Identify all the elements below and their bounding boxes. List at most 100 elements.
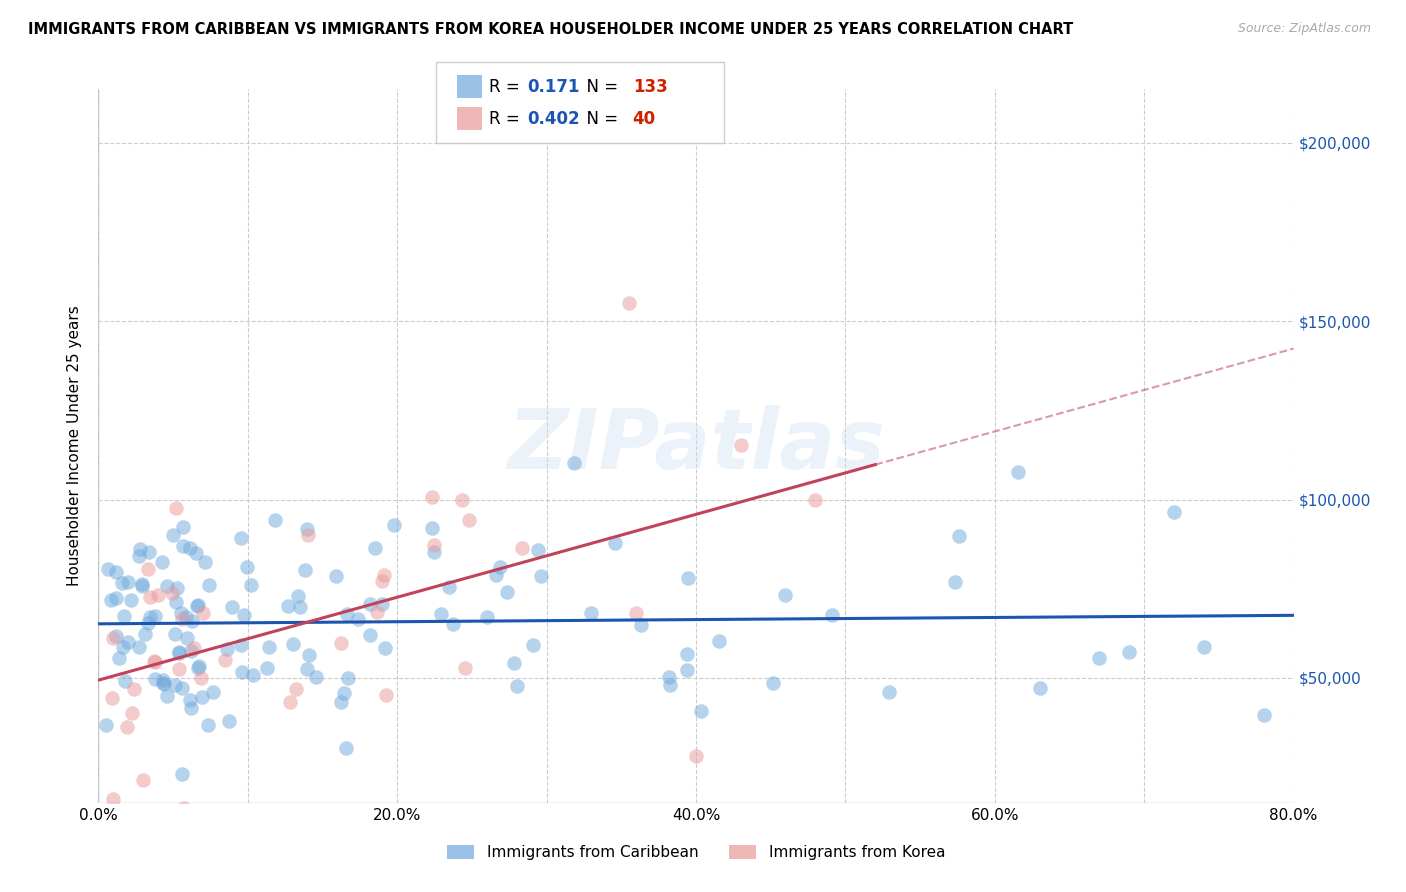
- Point: [359, 628, 381, 642]
- Point: [330, 695, 353, 709]
- Point: [821, 608, 844, 623]
- Point: [458, 513, 481, 527]
- Point: [180, 701, 202, 715]
- Point: [167, 645, 190, 659]
- Point: [186, 599, 208, 613]
- Text: 0.402: 0.402: [527, 110, 579, 128]
- Point: [330, 636, 353, 650]
- Point: [103, 631, 125, 645]
- Point: [163, 678, 186, 692]
- Point: [156, 689, 179, 703]
- Point: [165, 595, 187, 609]
- Point: [335, 740, 357, 755]
- Point: [180, 644, 202, 658]
- Point: [522, 639, 544, 653]
- Point: [104, 566, 127, 580]
- Point: [187, 598, 209, 612]
- Point: [165, 627, 187, 641]
- Point: [148, 588, 170, 602]
- Point: [297, 528, 319, 542]
- Point: [685, 749, 707, 764]
- Point: [214, 653, 236, 667]
- Point: [201, 684, 224, 698]
- Point: [730, 438, 752, 452]
- Text: N =: N =: [576, 110, 624, 128]
- Point: [626, 606, 648, 620]
- Point: [366, 605, 388, 619]
- Point: [676, 647, 699, 661]
- Point: [101, 691, 124, 706]
- Legend: Immigrants from Caribbean, Immigrants from Korea: Immigrants from Caribbean, Immigrants fr…: [441, 839, 950, 866]
- Point: [676, 663, 699, 677]
- Text: R =: R =: [489, 78, 526, 95]
- Point: [105, 591, 128, 606]
- Point: [194, 556, 217, 570]
- Point: [128, 541, 150, 556]
- Point: [134, 626, 156, 640]
- Point: [1253, 707, 1275, 722]
- Point: [139, 591, 162, 605]
- Point: [143, 609, 166, 624]
- Point: [373, 567, 395, 582]
- Point: [174, 610, 197, 624]
- Text: Source: ZipAtlas.com: Source: ZipAtlas.com: [1237, 22, 1371, 36]
- Point: [197, 578, 219, 592]
- Point: [371, 574, 394, 589]
- Point: [335, 607, 357, 622]
- Point: [236, 559, 259, 574]
- Point: [187, 659, 209, 673]
- Point: [333, 685, 356, 699]
- Point: [172, 520, 194, 534]
- Text: 0.171: 0.171: [527, 78, 579, 95]
- Point: [617, 296, 640, 310]
- Point: [879, 685, 901, 699]
- Point: [176, 632, 198, 646]
- Point: [562, 456, 585, 470]
- Point: [167, 662, 190, 676]
- Point: [138, 562, 160, 576]
- Point: [443, 617, 465, 632]
- Point: [145, 673, 167, 687]
- Point: [179, 693, 201, 707]
- Point: [423, 544, 446, 558]
- Point: [423, 538, 446, 552]
- Point: [229, 638, 252, 652]
- Point: [420, 521, 443, 535]
- Point: [229, 531, 252, 545]
- Point: [187, 661, 209, 675]
- Point: [512, 541, 534, 555]
- Point: [170, 766, 193, 780]
- Point: [294, 563, 316, 577]
- Point: [138, 545, 160, 559]
- Point: [804, 492, 827, 507]
- Point: [217, 642, 239, 657]
- Point: [112, 609, 135, 624]
- Point: [128, 640, 150, 654]
- Point: [232, 607, 254, 622]
- Point: [505, 679, 527, 693]
- Point: [184, 546, 207, 560]
- Point: [371, 597, 394, 611]
- Point: [579, 606, 602, 620]
- Point: [420, 491, 443, 505]
- Point: [152, 673, 174, 687]
- Point: [111, 576, 134, 591]
- Point: [485, 568, 508, 582]
- Text: ZIPatlas: ZIPatlas: [508, 406, 884, 486]
- Point: [97, 562, 120, 576]
- Point: [167, 646, 190, 660]
- Point: [170, 612, 193, 626]
- Point: [430, 607, 453, 621]
- Point: [384, 517, 406, 532]
- Point: [136, 615, 159, 630]
- Point: [948, 529, 970, 543]
- Point: [451, 492, 474, 507]
- Point: [295, 522, 318, 536]
- Point: [170, 681, 193, 696]
- Point: [197, 718, 219, 732]
- Point: [114, 673, 136, 688]
- Point: [1028, 681, 1050, 695]
- Point: [295, 662, 318, 676]
- Point: [190, 671, 212, 685]
- Point: [502, 656, 524, 670]
